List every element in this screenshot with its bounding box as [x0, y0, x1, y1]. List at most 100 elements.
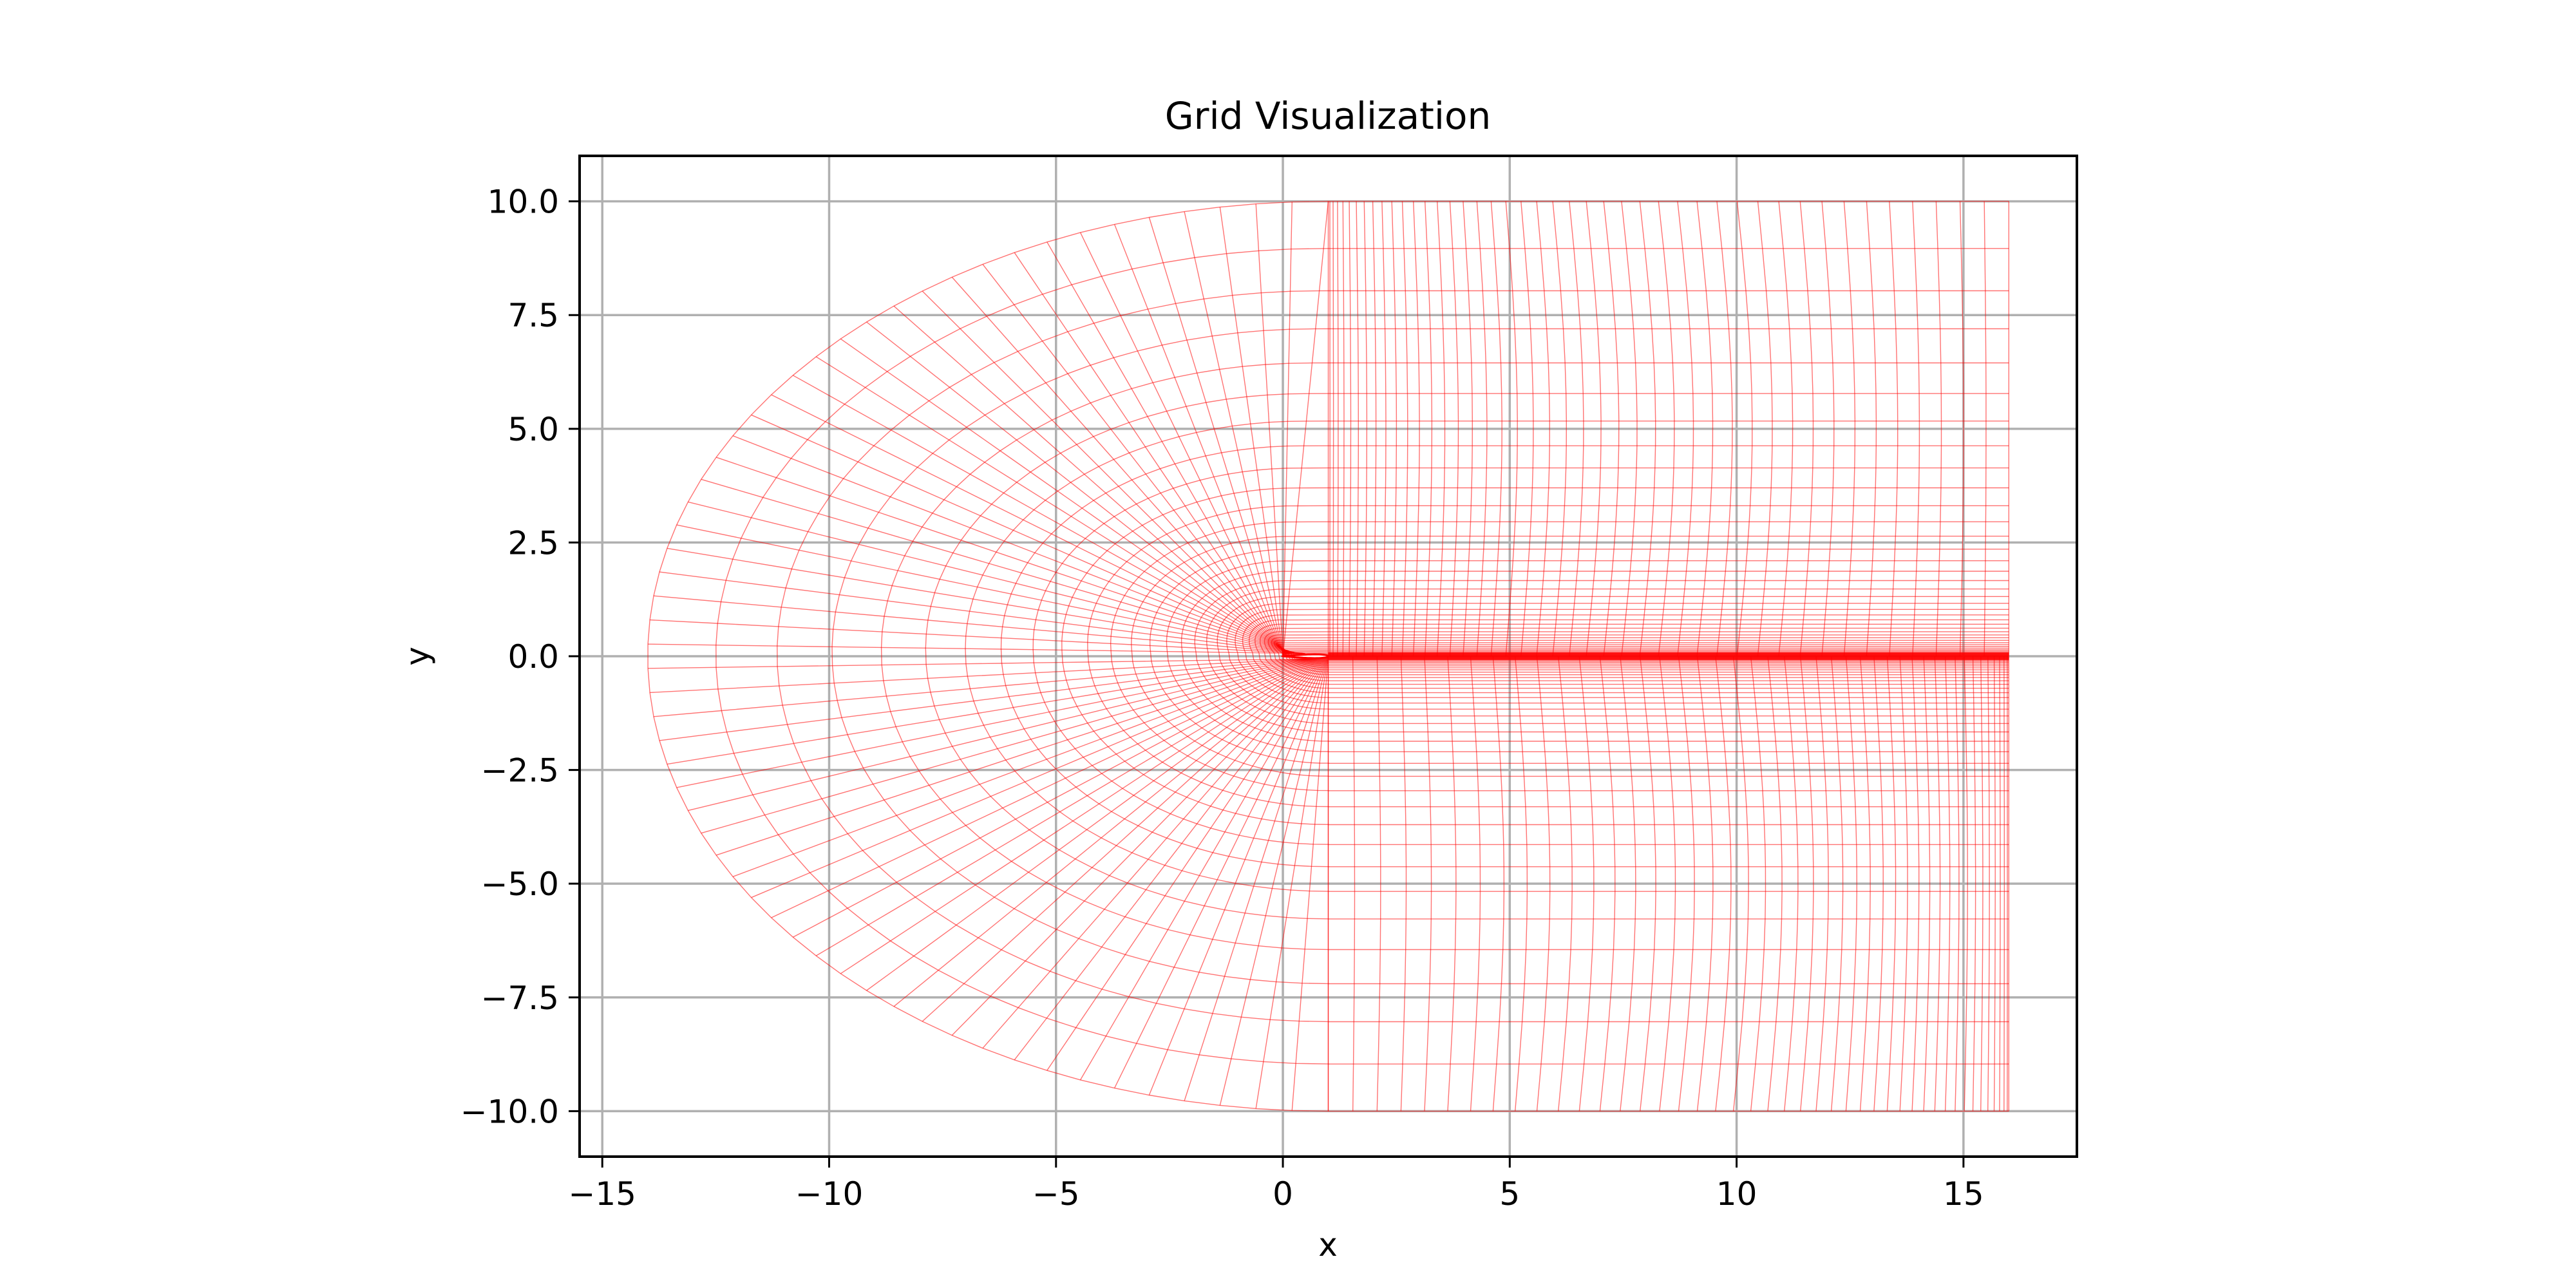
mesh-line-wrap — [1249, 619, 2009, 694]
mesh-line-radial — [866, 657, 1323, 991]
mesh-line-radial — [1372, 201, 1377, 656]
mesh-line-radial — [792, 658, 1320, 938]
mesh-line-radial — [1620, 656, 1636, 1112]
mesh-line-wrap — [1061, 487, 2009, 826]
mesh-line-wrap — [1206, 588, 2009, 724]
mesh-line-radial — [922, 657, 1325, 1022]
mesh-line-radial — [1972, 656, 1976, 1112]
x-tick-label: 0 — [1273, 1175, 1293, 1213]
mesh-line-radial — [815, 657, 1321, 956]
mesh-line-radial — [1342, 201, 1345, 656]
airfoil-outline — [1280, 653, 1330, 659]
y-tick-label: 7.5 — [507, 297, 559, 334]
mesh-line-radial — [1079, 656, 1327, 1081]
mesh-line-radial — [1639, 201, 1656, 656]
mesh-line-radial — [701, 658, 1315, 834]
mesh-line-radial — [1400, 656, 1407, 1112]
mesh-line-radial — [1463, 201, 1473, 656]
mesh-line-radial — [1046, 656, 1327, 1071]
x-tick-label: −15 — [568, 1175, 636, 1213]
mesh-line-radial — [840, 657, 1322, 974]
y-axis-ticks: 10.0 7.5 5.0 2.5 0.0 −2.5 −5.0 −7.5 −10.0 — [460, 184, 580, 1130]
mesh-line-radial — [1821, 201, 1835, 656]
mesh-line-radial — [1778, 201, 1794, 656]
mesh-line-radial — [1830, 656, 1844, 1112]
mesh-line-radial — [1757, 201, 1773, 656]
y-tick-label: −10.0 — [460, 1093, 559, 1130]
mesh-line-radial — [1449, 201, 1459, 656]
mesh-line-radial — [1586, 201, 1602, 656]
mesh-line-radial — [1959, 201, 1964, 656]
mesh-line-radial — [982, 657, 1326, 1049]
mesh-line-radial — [1640, 656, 1656, 1112]
mesh-line-radial — [1437, 201, 1446, 656]
mesh-line-radial — [1716, 201, 1733, 656]
y-tick-label: −7.5 — [481, 980, 559, 1017]
mesh-line-wrap — [925, 393, 2009, 920]
mesh-line-radial — [1558, 656, 1573, 1112]
x-tick-label: −5 — [1032, 1175, 1080, 1213]
mesh-line-radial — [1696, 201, 1714, 656]
x-tick-label: 15 — [1943, 1175, 1984, 1213]
mesh-line-radial — [1658, 201, 1675, 656]
y-tick-label: −5.0 — [481, 866, 559, 903]
mesh-line-radial — [1552, 201, 1567, 656]
mesh-line-wrap — [1180, 571, 2009, 742]
mesh-line-radial — [1282, 202, 1293, 656]
mesh-line-wrap — [1267, 634, 2009, 678]
x-tick-label: 5 — [1499, 1175, 1520, 1213]
mesh-line-radial — [1476, 201, 1488, 656]
mesh-line-radial — [1255, 656, 1329, 1109]
mesh-line-radial — [1843, 201, 1856, 656]
mesh-line-radial — [771, 658, 1319, 918]
mesh-line-wrap — [1260, 627, 2009, 685]
mesh-line-radial — [1349, 201, 1352, 656]
mesh-line-wrap — [1150, 549, 2009, 764]
mesh-line-radial — [1873, 656, 1884, 1112]
mesh-lines — [647, 200, 2009, 1112]
mesh-line-radial — [1736, 201, 1753, 656]
x-tick-label: −10 — [795, 1175, 864, 1213]
mesh-line-radial — [1515, 656, 1528, 1112]
mesh-line-wrap — [1131, 535, 2009, 777]
mesh-line-radial — [1413, 201, 1420, 656]
mesh-line-radial — [2003, 656, 2005, 1112]
mesh-line-wrap — [777, 290, 2009, 1023]
mesh-line-radial — [1391, 201, 1397, 656]
mesh-line-radial — [1352, 656, 1356, 1112]
mesh-line-radial — [1014, 656, 1327, 1061]
mesh-line-radial — [1889, 201, 1899, 656]
mesh-line-radial — [1401, 201, 1408, 656]
mesh-line-radial — [1866, 201, 1877, 656]
mesh-line-wrap — [1194, 580, 2009, 733]
mesh-line-wrap — [647, 200, 2009, 1112]
mesh-line-radial — [1603, 201, 1620, 656]
mesh-line-radial — [1955, 656, 1960, 1112]
mesh-line-radial — [1520, 201, 1534, 656]
mesh-line-wrap — [1271, 637, 2009, 676]
mesh-line-wrap — [1242, 614, 2009, 698]
mesh-line-radial — [1859, 656, 1871, 1112]
mesh-line-radial — [1291, 656, 1329, 1111]
mesh-line-radial — [1536, 656, 1551, 1112]
mesh-line-radial — [1799, 201, 1814, 656]
mesh-line-radial — [1815, 656, 1829, 1112]
mesh-line-radial — [648, 658, 1307, 669]
mesh-line-radial — [1767, 656, 1783, 1112]
mesh-line-radial — [1332, 201, 1334, 656]
y-tick-label: 2.5 — [507, 524, 559, 562]
mesh-line-radial — [1911, 656, 1920, 1112]
x-axis-label: x — [1318, 1226, 1338, 1264]
mesh-line-wrap — [1217, 596, 2009, 717]
y-tick-label: 0.0 — [507, 638, 559, 676]
y-tick-label: 10.0 — [488, 184, 559, 221]
mesh-line-wrap — [1255, 623, 2009, 689]
x-tick-label: 10 — [1716, 1175, 1757, 1213]
mesh-line-radial — [1964, 656, 1968, 1112]
mesh-line-radial — [1425, 201, 1433, 656]
mesh-line-radial — [1599, 656, 1616, 1112]
mesh-line-radial — [1750, 656, 1766, 1112]
mesh-line-radial — [951, 657, 1325, 1036]
mesh-line-radial — [1424, 656, 1432, 1112]
